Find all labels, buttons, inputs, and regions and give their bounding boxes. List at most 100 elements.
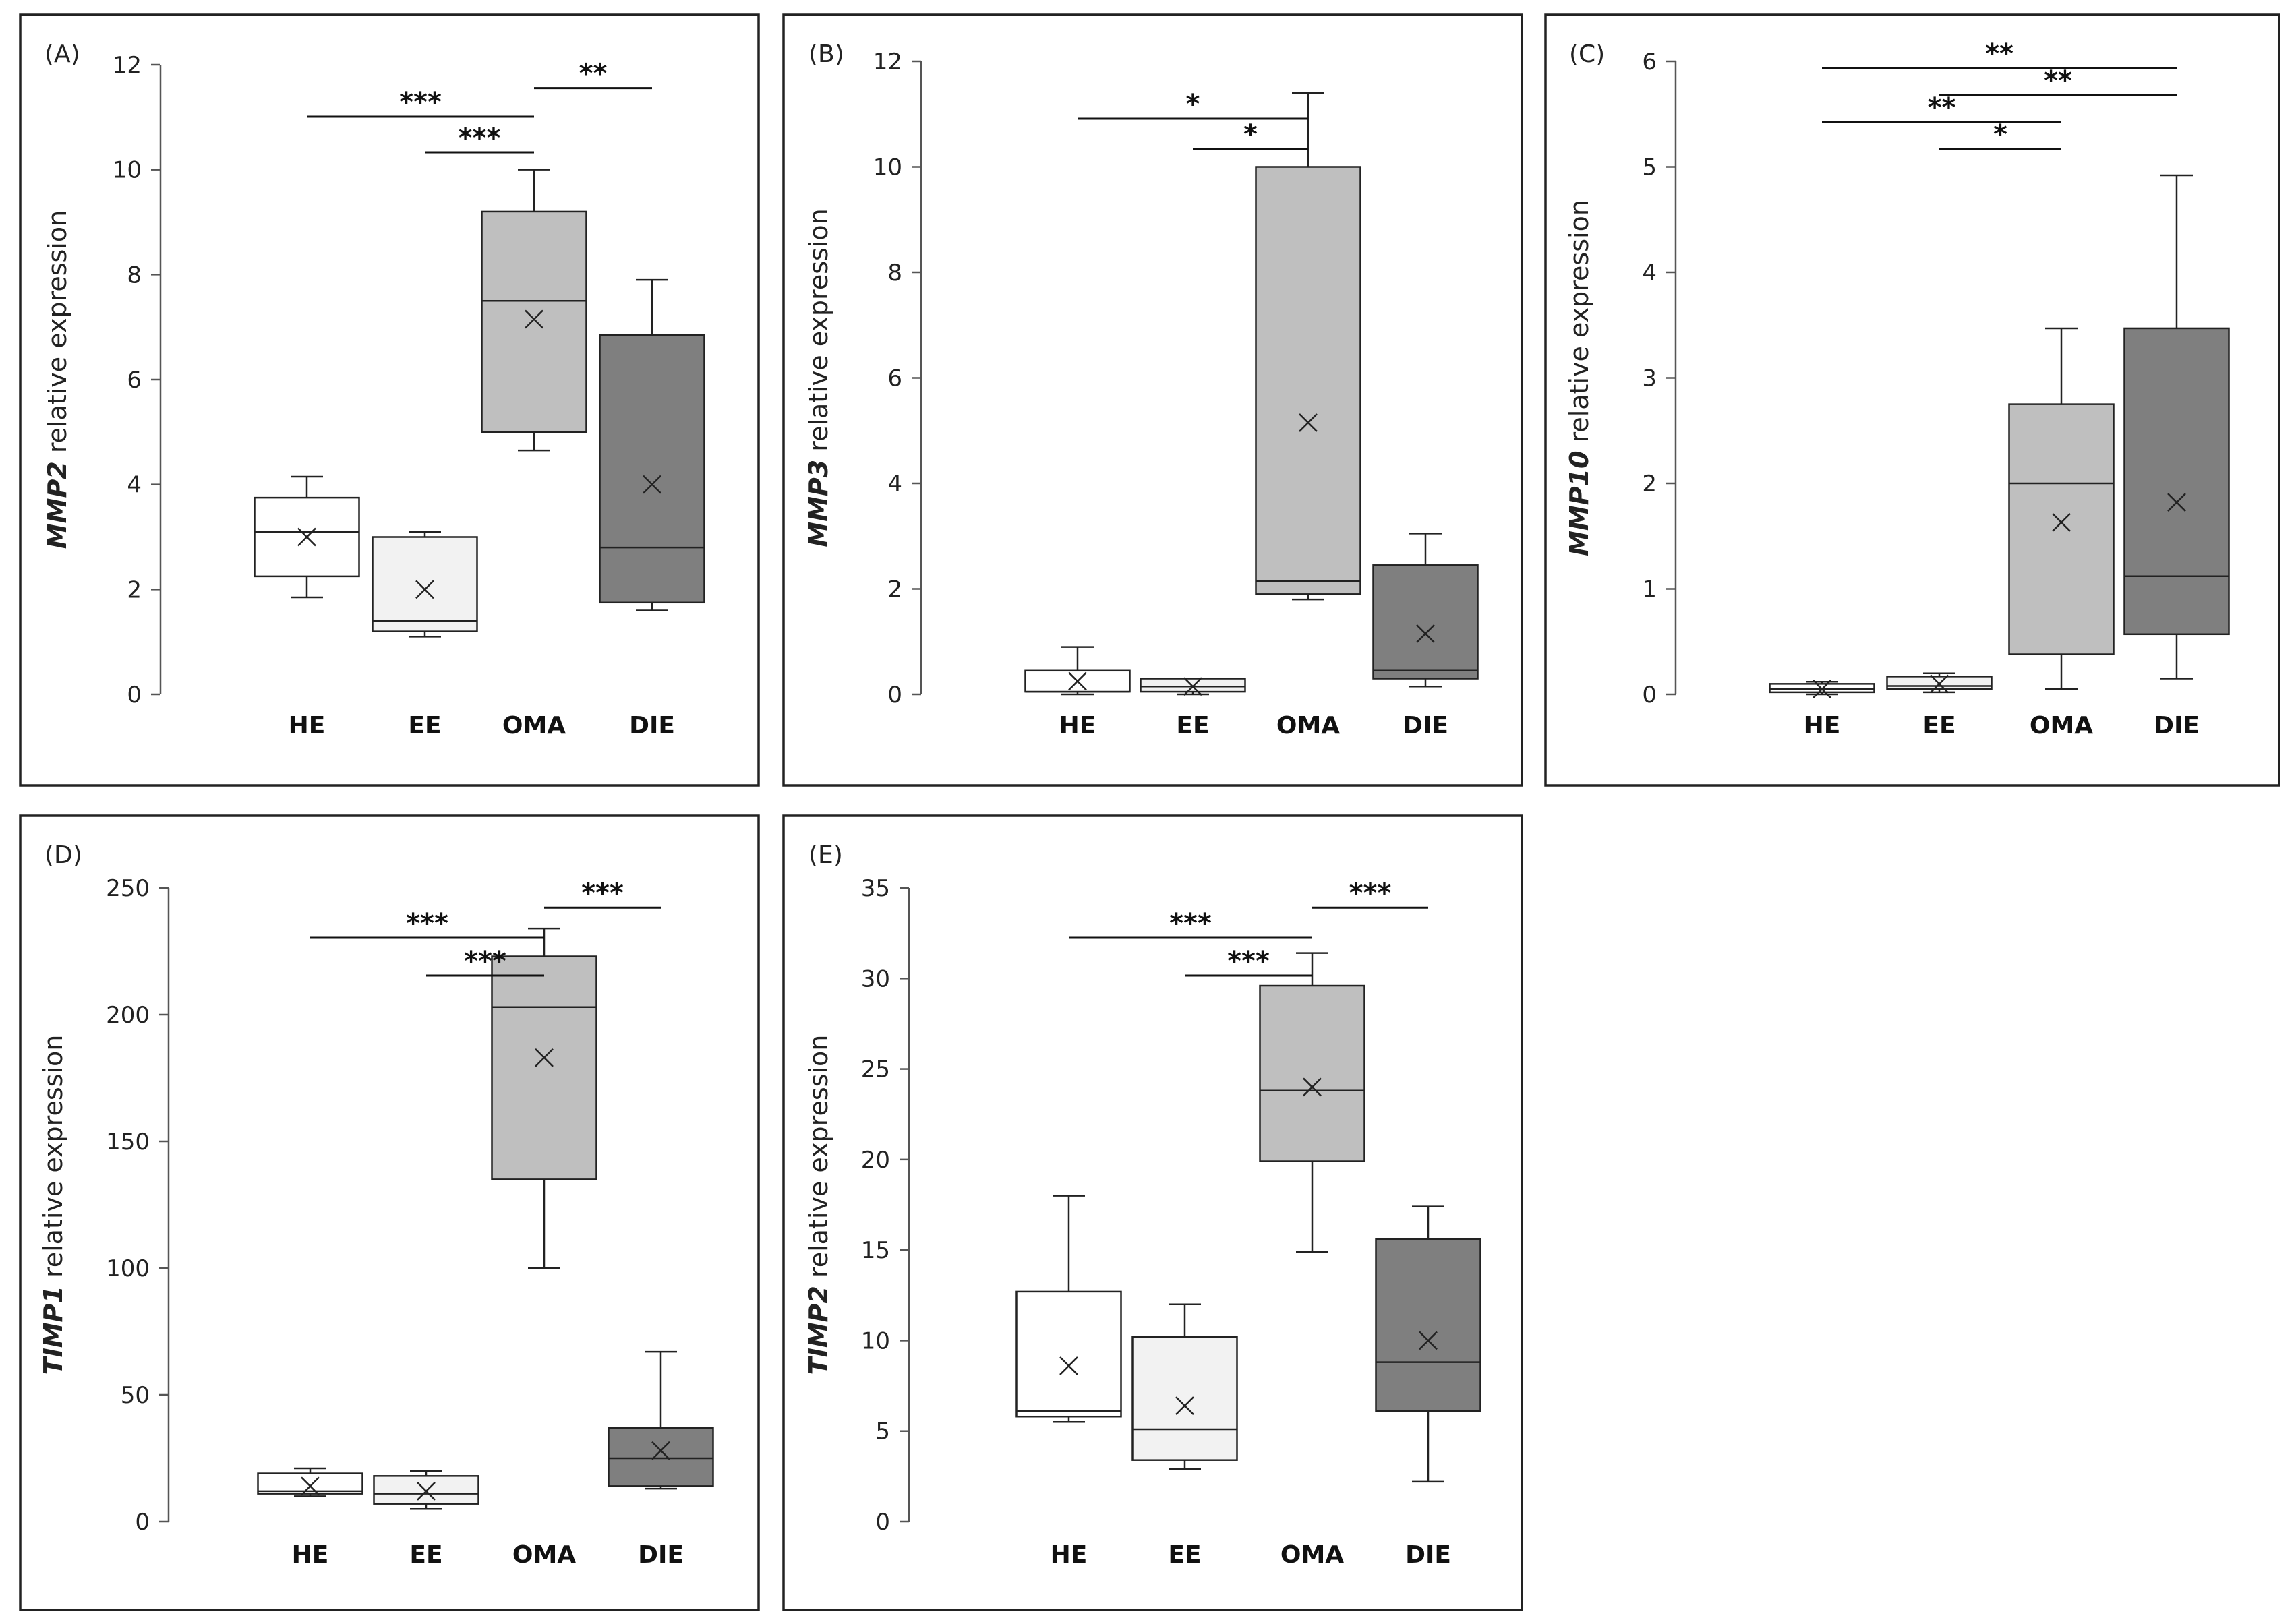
y-tick-label: 1 <box>1642 576 1657 603</box>
significance-label: * <box>1993 119 2007 150</box>
panel-frame <box>19 814 760 1611</box>
y-tick-label: 6 <box>887 365 902 392</box>
y-tick-label: 50 <box>121 1382 150 1409</box>
box-iqr <box>491 955 597 1180</box>
y-axis-label-suffix: relative expression <box>1564 200 1594 450</box>
mean-marker <box>1183 677 1202 696</box>
significance-label: *** <box>406 908 448 939</box>
y-axis-label-suffix: relative expression <box>38 1035 68 1286</box>
y-tick-label: 30 <box>861 965 890 992</box>
y-axis-label: MMP3 relative expression <box>804 208 833 547</box>
panel-label: (E) <box>808 841 843 869</box>
significance-label: ** <box>579 59 608 90</box>
box-iqr <box>599 334 705 604</box>
x-tick-label-he: HE <box>1051 1541 1088 1569</box>
y-tick-label: 0 <box>887 682 902 709</box>
box-ee <box>1140 677 1246 696</box>
significance-oma-die: *** <box>544 878 661 909</box>
significance-label: * <box>1186 89 1200 120</box>
significance-ee-oma: *** <box>425 123 534 154</box>
box-ee <box>1886 672 1993 694</box>
mean-marker <box>415 580 434 599</box>
y-tick-label: 15 <box>861 1237 890 1264</box>
box-iqr <box>1015 1290 1122 1418</box>
significance-he-oma: * <box>1078 89 1308 120</box>
panel-frame <box>19 13 760 787</box>
significance-ee-die: ** <box>1939 65 2177 96</box>
significance-ee-oma: * <box>1939 119 2061 150</box>
x-tick-label-die: DIE <box>629 712 675 740</box>
mean-marker <box>535 1048 554 1067</box>
mean-marker <box>643 475 661 494</box>
x-tick-label-ee: EE <box>1176 712 1209 740</box>
box-ee <box>373 1470 479 1510</box>
y-axis-label: TIMP1 relative expression <box>38 1035 68 1375</box>
mean-marker <box>301 1476 320 1496</box>
mean-marker <box>1299 413 1318 432</box>
y-tick-label: 5 <box>875 1418 890 1445</box>
box-iqr <box>257 1472 363 1495</box>
box-die <box>599 278 705 611</box>
box-die <box>1375 1205 1481 1483</box>
significance-oma-die: ** <box>534 59 652 90</box>
y-tick-label: 0 <box>875 1509 890 1536</box>
y-tick-label: 4 <box>887 471 902 498</box>
y-tick-label: 250 <box>106 875 150 902</box>
y-tick-label: 100 <box>106 1255 150 1282</box>
mean-marker <box>1059 1356 1078 1375</box>
panel-label: (A) <box>45 40 80 68</box>
significance-label: *** <box>1349 878 1392 909</box>
x-tick-label-die: DIE <box>638 1541 684 1569</box>
box-die <box>2123 174 2230 680</box>
panel-label: (B) <box>808 40 844 68</box>
x-tick-label-ee: EE <box>1168 1541 1201 1569</box>
panel-label: (D) <box>45 841 82 869</box>
y-axis-label: MMP10 relative expression <box>1564 200 1594 556</box>
x-tick-label-oma: OMA <box>502 712 566 740</box>
y-tick-label: 35 <box>861 875 890 902</box>
x-tick-label-die: DIE <box>1405 1541 1451 1569</box>
x-tick-label-oma: OMA <box>1281 1541 1344 1569</box>
significance-label: *** <box>1169 908 1212 939</box>
y-tick-label: 150 <box>106 1129 150 1156</box>
y-tick-label: 0 <box>135 1509 150 1536</box>
y-tick-label: 6 <box>1642 49 1657 76</box>
mean-marker <box>417 1481 436 1501</box>
box-iqr <box>2123 327 2230 636</box>
box-iqr <box>372 536 478 632</box>
y-tick-label: 2 <box>127 576 142 603</box>
significance-label: ** <box>2044 65 2072 96</box>
mean-marker <box>1175 1396 1194 1415</box>
panel-frame <box>1544 13 2280 787</box>
box-he <box>257 1467 363 1497</box>
box-die <box>1372 533 1479 688</box>
box-oma <box>2008 327 2115 690</box>
x-tick-label-oma: OMA <box>512 1541 576 1569</box>
y-tick-label: 25 <box>861 1056 890 1083</box>
y-tick-label: 2 <box>887 576 902 603</box>
box-iqr <box>373 1475 479 1505</box>
y-axis-label-gene: TIMP1 <box>38 1286 68 1375</box>
box-oma <box>491 927 597 1269</box>
mean-marker <box>2052 513 2071 532</box>
y-axis-label-suffix: relative expression <box>804 1035 833 1286</box>
box-iqr <box>1255 166 1361 595</box>
x-tick-label-oma: OMA <box>1276 712 1340 740</box>
box-iqr <box>1259 984 1365 1162</box>
x-tick-label-oma: OMA <box>2030 712 2093 740</box>
y-tick-label: 6 <box>127 367 142 394</box>
significance-label: *** <box>399 87 442 118</box>
y-tick-label: 12 <box>113 52 142 79</box>
y-axis-label-gene: MMP3 <box>804 460 833 547</box>
panel-frame <box>782 814 1523 1611</box>
significance-oma-die: *** <box>1312 878 1428 909</box>
y-tick-label: 2 <box>1642 471 1657 498</box>
mean-marker <box>651 1441 670 1460</box>
y-tick-label: 200 <box>106 1002 150 1029</box>
x-tick-label-ee: EE <box>1922 712 1955 740</box>
significance-label: * <box>1243 119 1258 150</box>
panel-a-mmp2: (A) 0 2 4 6 8 10 12 MMP2 relative expression HE EE… <box>19 13 760 787</box>
box-he <box>254 475 360 599</box>
y-axis-label-gene: MMP2 <box>42 461 72 549</box>
panel-frame <box>782 13 1523 787</box>
